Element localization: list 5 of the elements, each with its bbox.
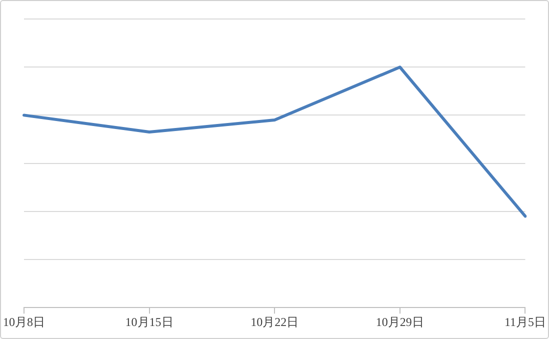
x-tick-label: 10月8日 bbox=[3, 314, 45, 329]
x-tick-label: 11月5日 bbox=[504, 314, 546, 329]
x-tick-label: 10月29日 bbox=[376, 314, 424, 329]
x-tick-label: 10月22日 bbox=[250, 314, 299, 329]
x-tick-label: 10月15日 bbox=[125, 314, 174, 329]
